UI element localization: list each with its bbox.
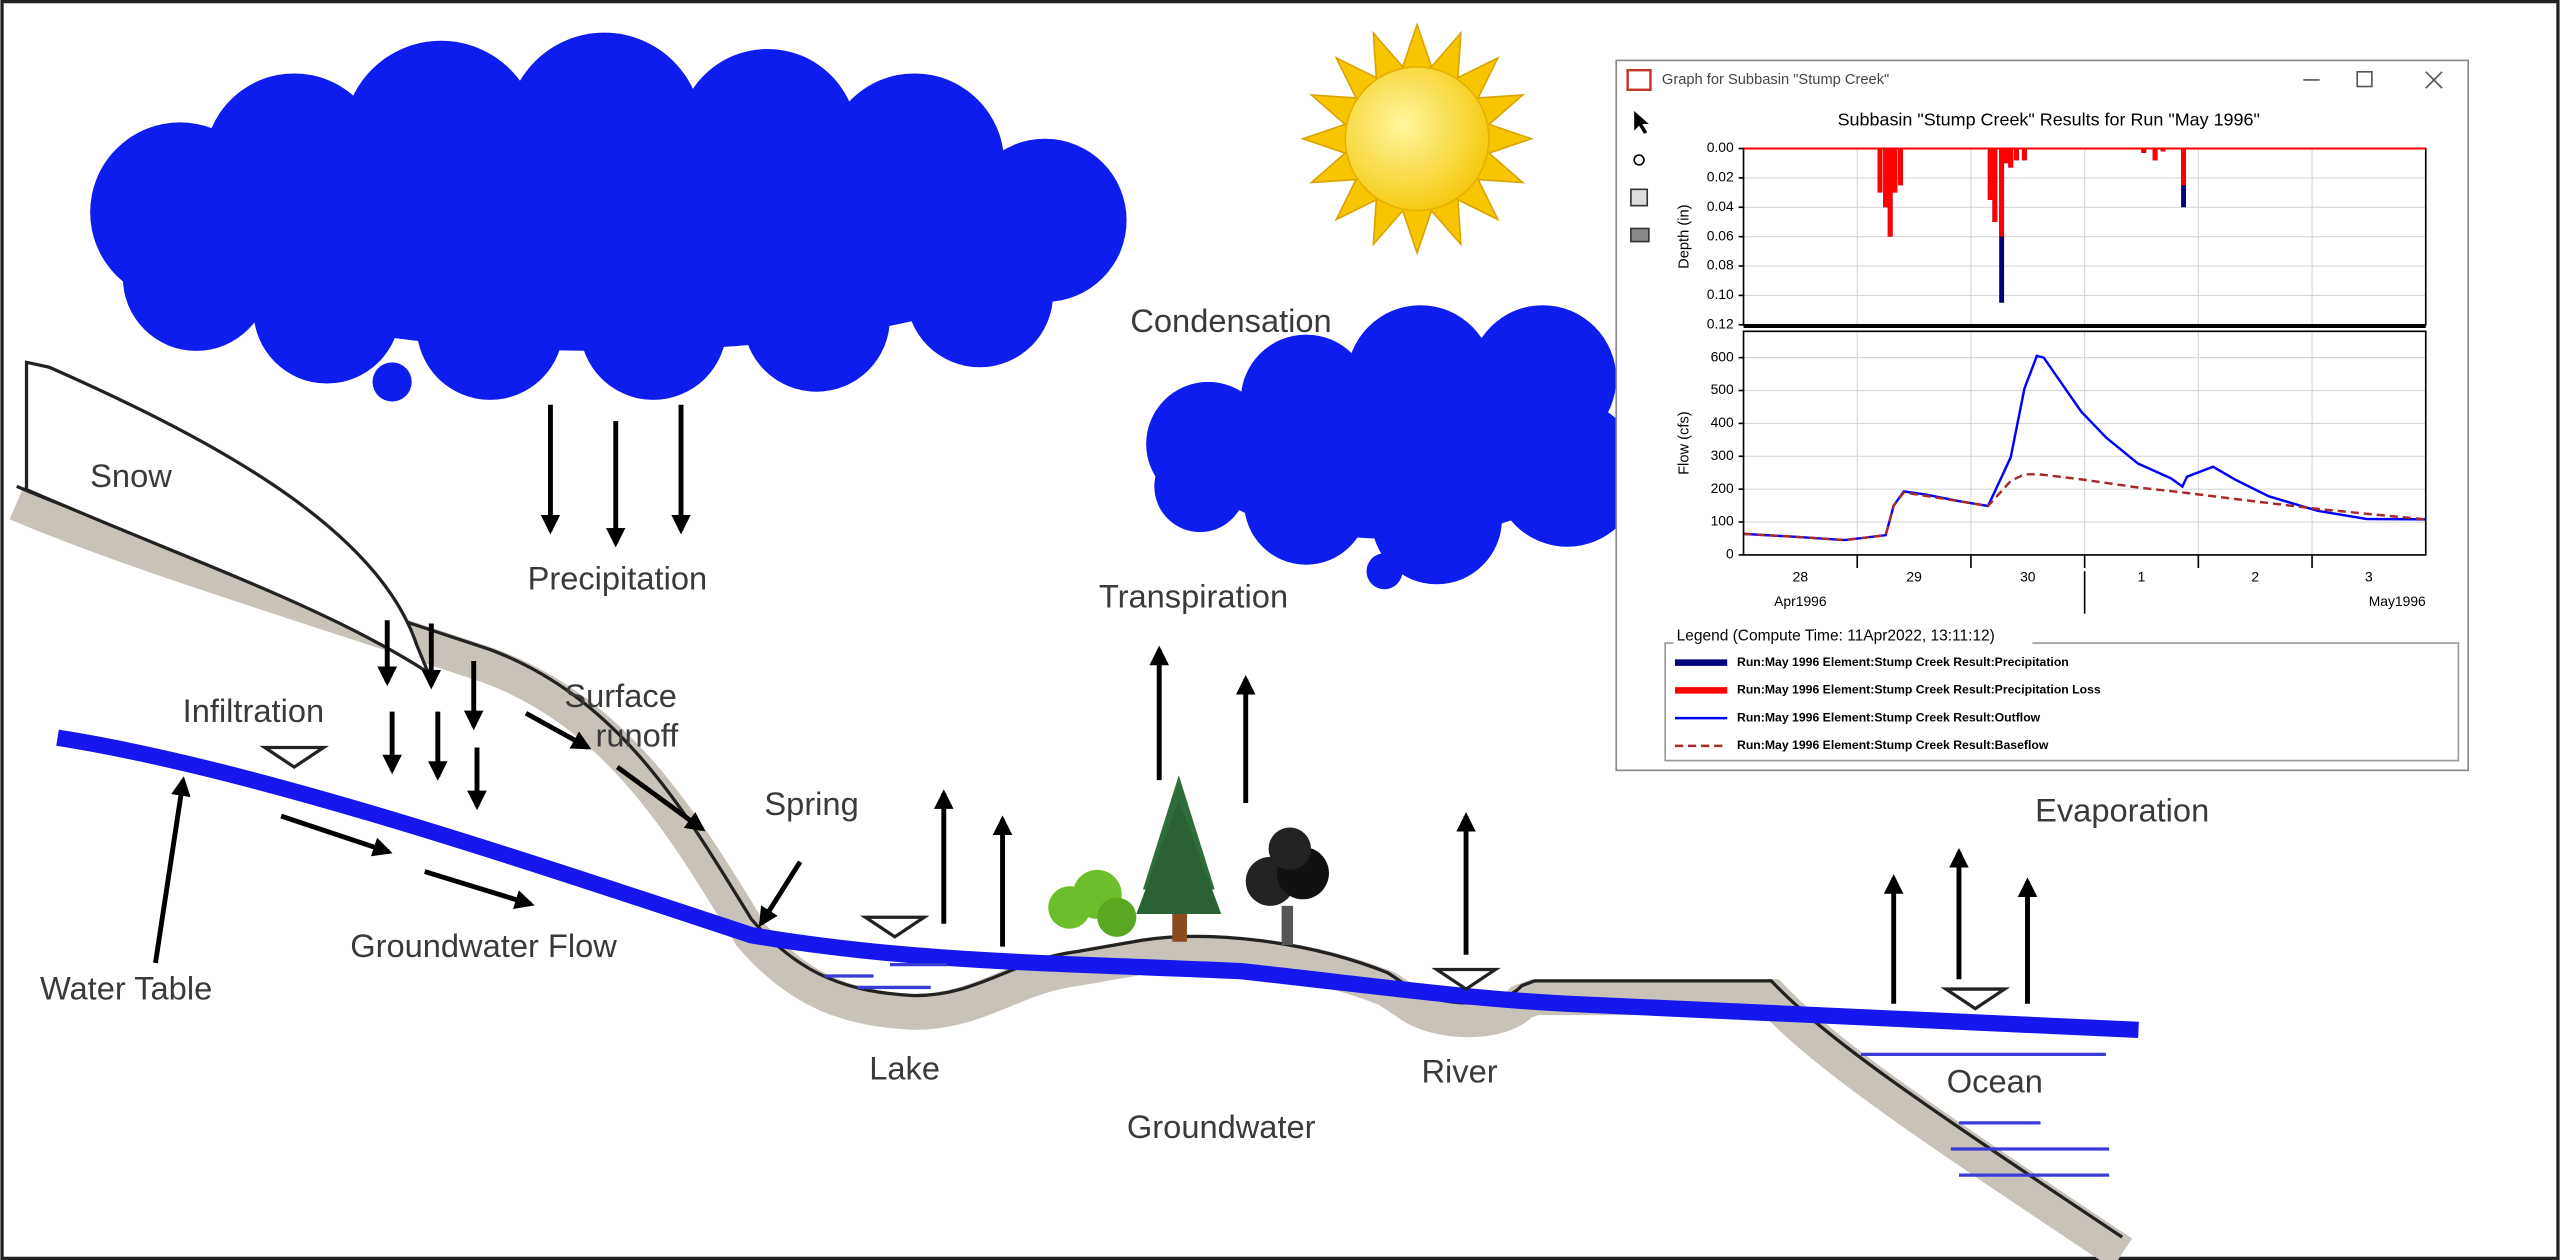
label: Transpiration [1099, 578, 1288, 615]
legend-entry: Run:May 1996 Element:Stump Creek Result:… [1737, 655, 2069, 669]
legend-title: Legend (Compute Time: 11Apr2022, 13:11:1… [1677, 628, 1995, 645]
window-icon [1628, 70, 1651, 90]
label: Surface [564, 677, 676, 714]
y-tick-label: 0.08 [1707, 257, 1734, 273]
y-tick-label: 400 [1711, 414, 1734, 430]
label: runoff [596, 716, 680, 753]
sun-disc [1345, 67, 1489, 211]
cloud-large [147, 122, 1061, 350]
bar [1878, 149, 1883, 193]
trees [1097, 898, 1136, 937]
bar [2022, 149, 2027, 161]
y-tick-label: 0.02 [1707, 169, 1734, 185]
bar [1883, 149, 1888, 208]
label: Lake [869, 1049, 940, 1086]
y-tick-label: 200 [1711, 480, 1734, 496]
label: Spring [764, 785, 858, 822]
label: Condensation [1130, 302, 1331, 339]
label: Groundwater [1127, 1108, 1316, 1145]
sun [1303, 24, 1531, 252]
bar [2181, 149, 2186, 186]
print-tool[interactable] [1631, 228, 1649, 241]
bar [2014, 149, 2019, 161]
bar [2153, 149, 2158, 161]
x-group-label: Apr1996 [1774, 593, 1827, 609]
x-tick-label: 3 [2365, 568, 2373, 584]
trees [1282, 906, 1293, 945]
bar [1898, 149, 1903, 186]
x-tick-label: 1 [2138, 568, 2146, 584]
x-tick-label: 2 [2251, 568, 2259, 584]
cloud-small [1367, 553, 1403, 589]
y-tick-label: 0.04 [1707, 198, 1734, 214]
bar [1892, 149, 1897, 193]
window-title: Graph for Subbasin "Stump Creek" [1662, 72, 1889, 88]
bar [1992, 149, 1997, 222]
y-tick-label: 100 [1711, 513, 1734, 529]
label: Infiltration [183, 692, 324, 729]
legend-entry: Run:May 1996 Element:Stump Creek Result:… [1737, 738, 2049, 752]
legend-entry: Run:May 1996 Element:Stump Creek Result:… [1737, 683, 2101, 697]
y-tick-label: 0.12 [1707, 315, 1734, 331]
label: Precipitation [528, 560, 708, 597]
y-tick-label: 300 [1711, 447, 1734, 463]
bar [2008, 149, 2013, 168]
cloud-small [1192, 375, 1584, 538]
trees [1269, 827, 1311, 869]
x-group-label: May1996 [2369, 593, 2426, 609]
y-axis-title: Depth (in) [1677, 204, 1693, 268]
graph-window: Graph for Subbasin "Stump Creek" Legend … [1616, 60, 2468, 770]
bar [1988, 149, 1993, 200]
bar [2004, 149, 2009, 164]
x-tick-label: 28 [1793, 568, 1809, 584]
label: Evaporation [2035, 791, 2209, 828]
y-tick-label: 600 [1711, 348, 1734, 364]
y-tick-label: 0.06 [1707, 227, 1734, 243]
x-tick-label: 30 [2020, 568, 2036, 584]
bar [1888, 149, 1893, 237]
bar [1999, 149, 2004, 237]
x-tick-label: 29 [1906, 568, 1922, 584]
label: Ocean [1947, 1062, 2043, 1099]
label: Water Table [40, 969, 212, 1006]
legend-entry: Run:May 1996 Element:Stump Creek Result:… [1737, 710, 2041, 724]
y-tick-label: 0.10 [1707, 286, 1734, 302]
label: Snow [90, 457, 172, 494]
scene: Snow Precipitation Condensation Transpir… [0, 0, 2560, 1260]
cloud-large [373, 362, 412, 401]
label: Groundwater Flow [350, 927, 617, 964]
y-tick-label: 0 [1726, 546, 1734, 562]
properties-tool[interactable] [1631, 189, 1647, 205]
y-tick-label: 500 [1711, 381, 1734, 397]
label: River [1421, 1053, 1497, 1090]
chart-title: Subbasin "Stump Creek" Results for Run "… [1838, 110, 2260, 130]
y-axis-title: Flow (cfs) [1677, 411, 1693, 475]
y-tick-label: 0.00 [1707, 139, 1734, 155]
